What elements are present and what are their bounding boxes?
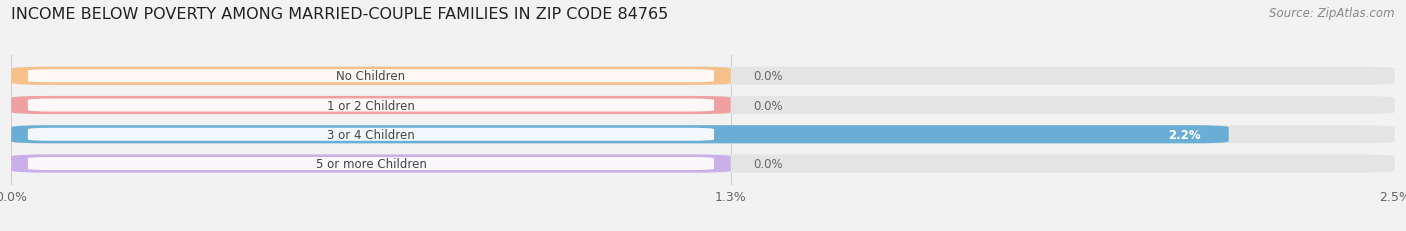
Text: 2.2%: 2.2% <box>1168 128 1201 141</box>
FancyBboxPatch shape <box>28 128 714 141</box>
FancyBboxPatch shape <box>28 157 714 170</box>
FancyBboxPatch shape <box>11 67 1395 85</box>
Text: 0.0%: 0.0% <box>752 157 782 170</box>
FancyBboxPatch shape <box>28 99 714 112</box>
Text: 3 or 4 Children: 3 or 4 Children <box>328 128 415 141</box>
Text: 1 or 2 Children: 1 or 2 Children <box>328 99 415 112</box>
Text: Source: ZipAtlas.com: Source: ZipAtlas.com <box>1270 7 1395 20</box>
FancyBboxPatch shape <box>11 126 1395 144</box>
Text: 5 or more Children: 5 or more Children <box>315 157 426 170</box>
FancyBboxPatch shape <box>11 155 1395 173</box>
FancyBboxPatch shape <box>11 67 731 85</box>
Text: INCOME BELOW POVERTY AMONG MARRIED-COUPLE FAMILIES IN ZIP CODE 84765: INCOME BELOW POVERTY AMONG MARRIED-COUPL… <box>11 7 668 22</box>
Text: 0.0%: 0.0% <box>752 70 782 83</box>
Text: No Children: No Children <box>336 70 405 83</box>
Text: 0.0%: 0.0% <box>752 99 782 112</box>
FancyBboxPatch shape <box>11 126 1229 144</box>
FancyBboxPatch shape <box>28 70 714 83</box>
FancyBboxPatch shape <box>11 97 1395 115</box>
FancyBboxPatch shape <box>11 155 731 173</box>
FancyBboxPatch shape <box>11 97 731 115</box>
